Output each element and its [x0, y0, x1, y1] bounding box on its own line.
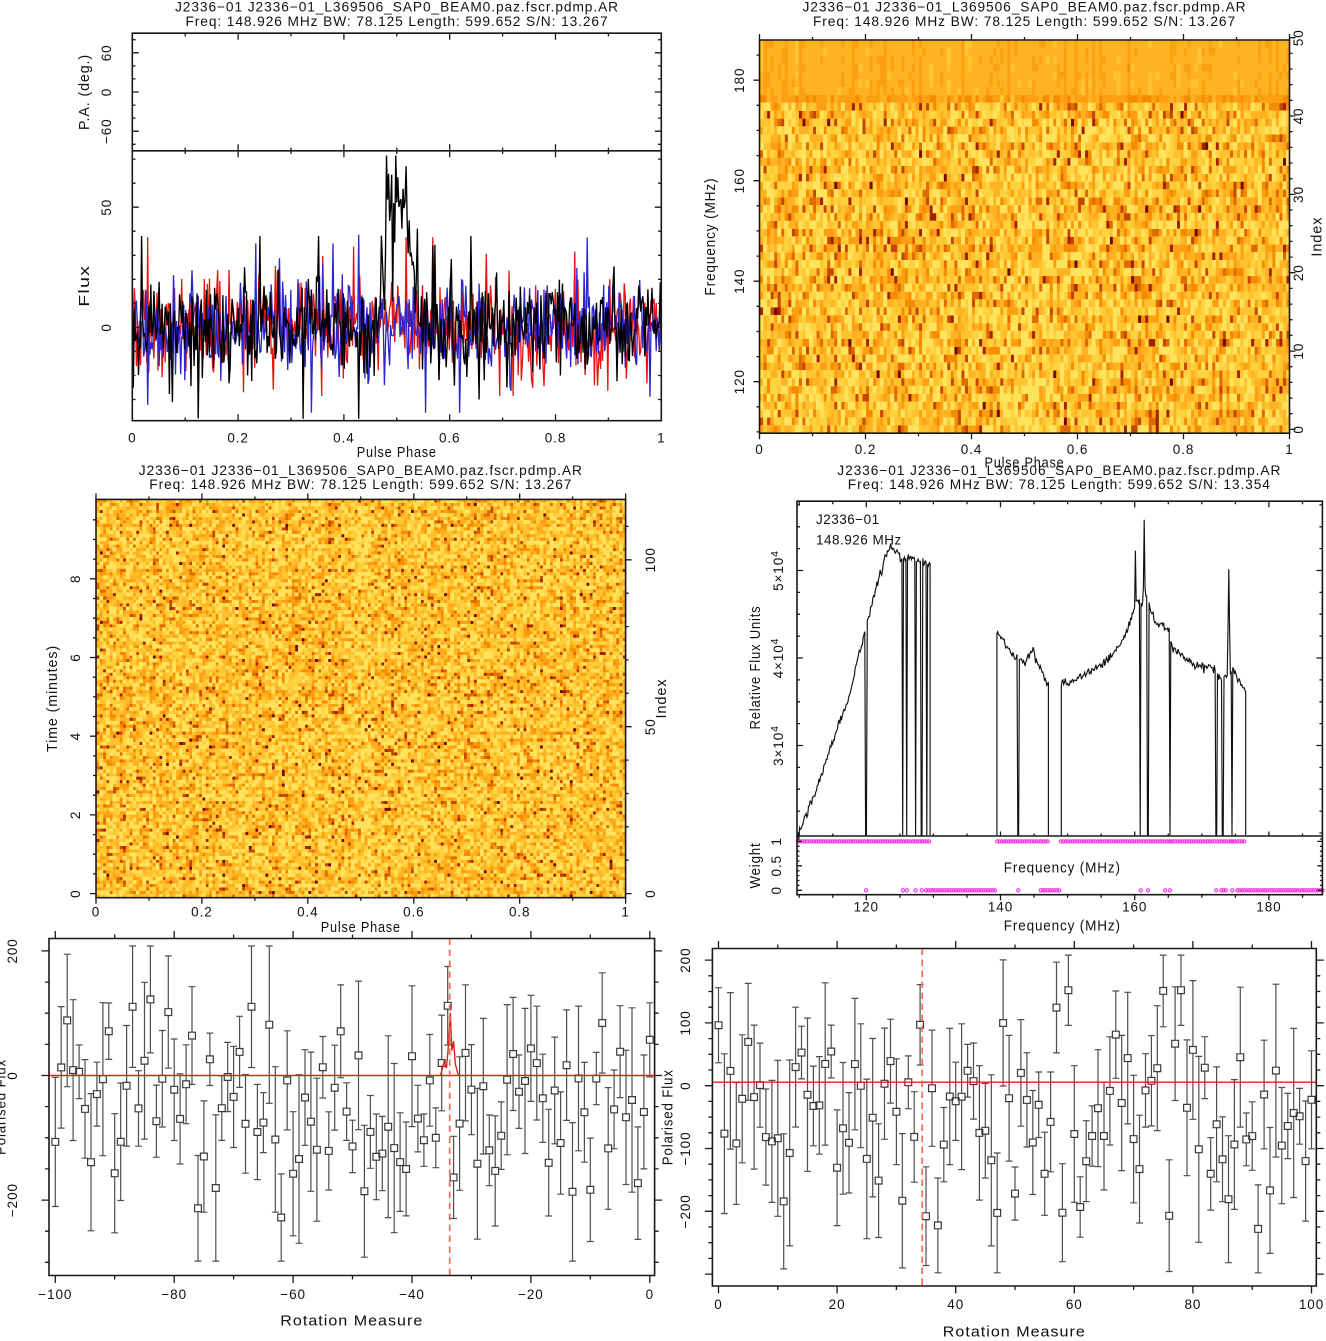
svg-text:60: 60	[99, 44, 114, 61]
svg-text:180: 180	[1256, 900, 1281, 915]
svg-text:40: 40	[947, 1297, 964, 1312]
svg-text:1: 1	[657, 431, 665, 446]
svg-text:140: 140	[732, 269, 747, 294]
svg-text:0.2: 0.2	[227, 431, 248, 446]
svg-text:−20: −20	[518, 1287, 544, 1302]
svg-text:Frequency (MHz): Frequency (MHz)	[1004, 919, 1121, 935]
svg-text:0.2: 0.2	[191, 905, 212, 920]
svg-text:Frequency (MHz): Frequency (MHz)	[703, 178, 719, 296]
svg-text:Freq: 148.926 MHz BW: 78.125 L: Freq: 148.926 MHz BW: 78.125 Length: 599…	[848, 477, 1271, 492]
svg-text:−200: −200	[5, 1183, 20, 1217]
svg-text:0.8: 0.8	[1173, 442, 1194, 457]
svg-text:0: 0	[99, 88, 114, 96]
svg-text:200: 200	[5, 938, 20, 963]
svg-text:100: 100	[1299, 1297, 1324, 1312]
svg-text:80: 80	[1184, 1297, 1201, 1312]
svg-text:160: 160	[732, 168, 747, 193]
svg-text:Flux: Flux	[77, 265, 93, 307]
svg-text:0: 0	[646, 1287, 654, 1302]
svg-text:160: 160	[1122, 900, 1147, 915]
svg-text:−200: −200	[678, 1194, 693, 1228]
svg-text:Freq: 148.926 MHz BW: 78.125 L: Freq: 148.926 MHz BW: 78.125 Length: 599…	[149, 477, 572, 492]
svg-text:0: 0	[92, 905, 100, 920]
svg-text:Index: Index	[654, 679, 670, 719]
svg-text:20: 20	[1291, 264, 1306, 281]
svg-text:0: 0	[68, 889, 83, 897]
svg-text:Relative Flux Units: Relative Flux Units	[748, 606, 764, 730]
svg-text:−100: −100	[678, 1131, 693, 1165]
svg-text:0: 0	[643, 889, 658, 897]
svg-text:Pulse Phase: Pulse Phase	[321, 920, 401, 936]
svg-text:−100: −100	[38, 1287, 72, 1302]
svg-text:Time (minutes): Time (minutes)	[45, 645, 61, 752]
svg-text:140: 140	[988, 900, 1013, 915]
svg-text:20: 20	[829, 1297, 846, 1312]
svg-text:Pulse Phase: Pulse Phase	[985, 456, 1065, 472]
svg-text:0.2: 0.2	[855, 442, 876, 457]
svg-text:1: 1	[621, 905, 629, 920]
svg-text:Polarised Flux: Polarised Flux	[0, 1059, 10, 1155]
svg-text:J2336−01: J2336−01	[816, 512, 880, 527]
svg-text:200: 200	[678, 947, 693, 972]
svg-text:148.926 MHz: 148.926 MHz	[816, 533, 902, 548]
svg-text:180: 180	[732, 68, 747, 93]
svg-text:10: 10	[1291, 343, 1306, 360]
svg-text:4: 4	[68, 732, 83, 740]
svg-text:0: 0	[769, 886, 784, 894]
svg-text:30: 30	[1291, 186, 1306, 203]
svg-text:Freq: 148.926 MHz BW: 78.125 L: Freq: 148.926 MHz BW: 78.125 Length: 599…	[186, 14, 609, 29]
svg-text:120: 120	[732, 369, 747, 394]
svg-text:0: 0	[1291, 425, 1306, 433]
svg-text:6: 6	[68, 653, 83, 661]
svg-text:−80: −80	[161, 1287, 187, 1302]
svg-text:Polarised Flux: Polarised Flux	[661, 1069, 677, 1165]
svg-text:0.6: 0.6	[439, 431, 460, 446]
svg-text:0.6: 0.6	[403, 905, 424, 920]
svg-text:100: 100	[678, 1010, 693, 1035]
svg-text:0: 0	[714, 1297, 722, 1312]
svg-text:Rotation Measure: Rotation Measure	[280, 1314, 423, 1330]
svg-text:Weight: Weight	[748, 843, 764, 889]
svg-text:0.4: 0.4	[297, 905, 318, 920]
svg-text:3×104: 3×104	[769, 725, 786, 766]
svg-text:50: 50	[99, 199, 114, 216]
svg-text:50: 50	[643, 718, 658, 735]
svg-text:0: 0	[5, 1071, 20, 1079]
svg-text:−60: −60	[99, 118, 114, 144]
svg-text:J2336−01 J2336−01_L369506_SAP0: J2336−01 J2336−01_L369506_SAP0_BEAM0.paz…	[837, 463, 1281, 478]
svg-text:0: 0	[678, 1081, 693, 1089]
svg-text:J2336−01 J2336−01_L369506_SAP0: J2336−01 J2336−01_L369506_SAP0_BEAM0.paz…	[803, 0, 1247, 15]
svg-text:Pulse Phase: Pulse Phase	[357, 445, 437, 461]
svg-text:60: 60	[1066, 1297, 1083, 1312]
svg-text:120: 120	[854, 900, 879, 915]
svg-text:5×104: 5×104	[769, 550, 786, 591]
svg-text:50: 50	[1291, 29, 1306, 46]
svg-text:0.8: 0.8	[545, 431, 566, 446]
svg-text:0: 0	[128, 431, 136, 446]
svg-text:40: 40	[1291, 108, 1306, 125]
svg-text:0.6: 0.6	[1067, 442, 1088, 457]
svg-text:1: 1	[1285, 442, 1293, 457]
svg-text:Index: Index	[1310, 217, 1326, 257]
svg-text:Freq: 148.926 MHz BW: 78.125 L: Freq: 148.926 MHz BW: 78.125 Length: 599…	[813, 14, 1236, 29]
svg-text:−40: −40	[399, 1287, 425, 1302]
svg-text:8: 8	[68, 575, 83, 583]
svg-text:4×104: 4×104	[769, 638, 786, 679]
svg-text:0: 0	[99, 323, 114, 331]
svg-text:J2336−01 J2336−01_L369506_SAP0: J2336−01 J2336−01_L369506_SAP0_BEAM0.paz…	[175, 0, 619, 15]
svg-text:Rotation Measure: Rotation Measure	[943, 1324, 1086, 1340]
svg-text:0: 0	[755, 442, 763, 457]
svg-text:Frequency (MHz): Frequency (MHz)	[1004, 860, 1121, 876]
svg-text:0.4: 0.4	[333, 431, 354, 446]
svg-text:100: 100	[643, 547, 658, 572]
svg-text:−60: −60	[280, 1287, 306, 1302]
svg-text:0.8: 0.8	[509, 905, 530, 920]
svg-text:2: 2	[68, 811, 83, 819]
svg-text:1: 1	[769, 837, 784, 845]
svg-text:0.5: 0.5	[769, 855, 784, 876]
svg-text:0.4: 0.4	[961, 442, 982, 457]
svg-text:J2336−01 J2336−01_L369506_SAP0: J2336−01 J2336−01_L369506_SAP0_BEAM0.paz…	[139, 463, 583, 478]
svg-text:P.A. (deg.): P.A. (deg.)	[77, 54, 93, 130]
